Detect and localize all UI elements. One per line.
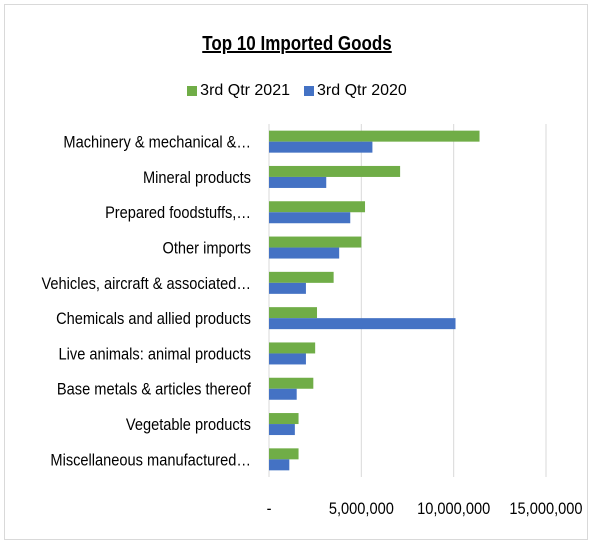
bar-series-1-7	[269, 378, 313, 389]
category-label-6: Live animals: animal products	[59, 346, 252, 364]
bar-series-2-7	[269, 389, 297, 400]
bar-series-2-0	[269, 142, 372, 153]
x-tick-label-1: 5,000,000	[329, 500, 394, 518]
bar-series-1-6	[269, 342, 315, 353]
category-label-0: Machinery & mechanical &…	[63, 134, 251, 152]
bar-series-1-5	[269, 307, 317, 318]
category-label-4: Vehicles, aircraft & associated…	[41, 275, 251, 293]
bar-series-1-3	[269, 237, 361, 248]
category-label-1: Mineral products	[143, 169, 251, 187]
x-tick-label-2: 10,000,000	[417, 500, 490, 518]
bar-series-1-2	[269, 201, 365, 212]
bar-series-1-8	[269, 413, 299, 424]
x-tick-label-0: -	[267, 500, 272, 518]
category-label-8: Vegetable products	[126, 416, 251, 434]
bar-series-2-2	[269, 212, 350, 223]
category-label-7: Base metals & articles thereof	[57, 381, 252, 399]
bar-series-1-4	[269, 272, 334, 283]
category-label-2: Prepared foodstuffs,…	[105, 204, 251, 222]
bar-series-2-6	[269, 353, 306, 364]
category-label-3: Other imports	[163, 240, 252, 258]
bar-series-2-4	[269, 283, 306, 294]
bar-series-1-9	[269, 448, 299, 459]
bar-series-1-1	[269, 166, 400, 177]
bar-series-2-3	[269, 248, 339, 259]
category-label-9: Miscellaneous manufactured…	[50, 451, 251, 469]
bar-series-2-5	[269, 318, 456, 329]
category-label-5: Chemicals and allied products	[56, 310, 251, 328]
bar-series-1-0	[269, 131, 480, 142]
bar-series-2-9	[269, 459, 289, 470]
bar-series-2-8	[269, 424, 295, 435]
x-tick-label-3: 15,000,000	[509, 500, 582, 518]
bar-series-2-1	[269, 177, 326, 188]
